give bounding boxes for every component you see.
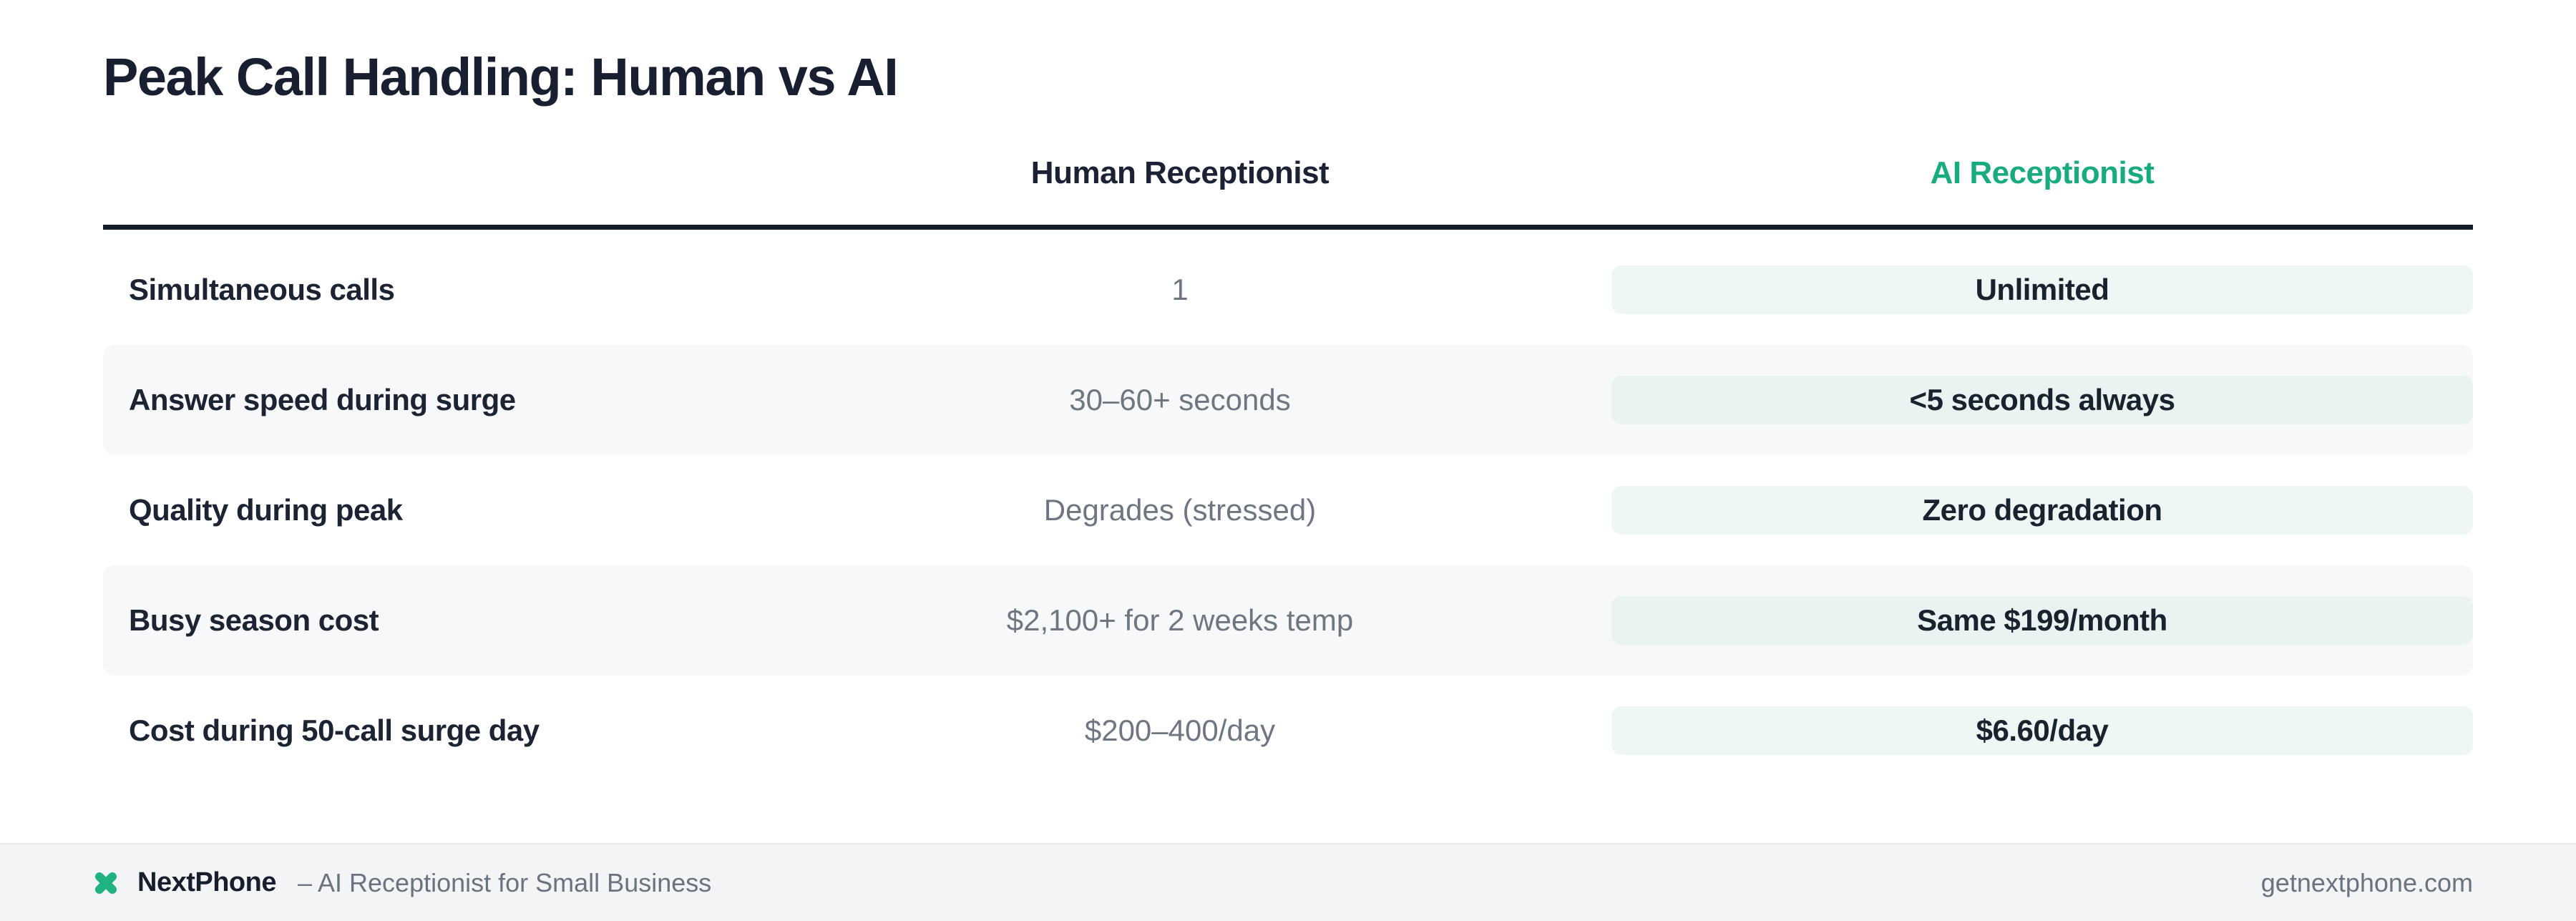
table-row-simultaneous-calls: Simultaneous calls 1 Unlimited bbox=[103, 235, 2473, 345]
table-row-surge-day-cost: Cost during 50-call surge day $200–400/d… bbox=[103, 676, 2473, 786]
ai-value-cell: Same $199/month bbox=[1611, 565, 2473, 676]
ai-value-chip: Zero degradation bbox=[1611, 486, 2473, 535]
human-value: Degrades (stressed) bbox=[1043, 493, 1317, 527]
row-label: Busy season cost bbox=[129, 603, 379, 637]
table-column-headers: Human Receptionist AI Receptionist bbox=[103, 156, 2473, 190]
human-value: $200–400/day bbox=[1084, 713, 1276, 747]
brand: NextPhone – AI Receptionist for Small Bu… bbox=[93, 867, 711, 898]
column-header-human: Human Receptionist bbox=[1030, 155, 1330, 190]
row-label: Answer speed during surge bbox=[129, 383, 516, 416]
green-x-icon bbox=[95, 872, 117, 894]
comparison-table: Human Receptionist AI Receptionist Simul… bbox=[103, 156, 2473, 786]
table-row-quality-during-peak: Quality during peak Degrades (stressed) … bbox=[103, 455, 2473, 565]
brand-name: NextPhone bbox=[137, 867, 276, 897]
ai-value-cell: Unlimited bbox=[1611, 235, 2473, 345]
ai-value-cell: <5 seconds always bbox=[1611, 345, 2473, 455]
ai-value-chip: Same $199/month bbox=[1611, 596, 2473, 645]
row-label: Quality during peak bbox=[129, 493, 403, 527]
header-divider-line bbox=[103, 225, 2473, 230]
ai-value-cell: Zero degradation bbox=[1611, 455, 2473, 565]
ai-value-cell: $6.60/day bbox=[1611, 676, 2473, 786]
ai-value-chip: <5 seconds always bbox=[1611, 376, 2473, 424]
ai-value-chip: $6.60/day bbox=[1611, 706, 2473, 755]
page-title: Peak Call Handling: Human vs AI bbox=[103, 47, 899, 107]
human-value: $2,100+ for 2 weeks temp bbox=[1006, 603, 1354, 637]
footer-domain: getnextphone.com bbox=[2260, 867, 2473, 897]
row-label: Cost during 50-call surge day bbox=[129, 713, 540, 747]
table-row-answer-speed: Answer speed during surge 30–60+ seconds… bbox=[103, 345, 2473, 455]
brand-tagline: – AI Receptionist for Small Business bbox=[297, 867, 712, 897]
column-header-ai: AI Receptionist bbox=[1930, 155, 2155, 190]
row-label: Simultaneous calls bbox=[129, 273, 395, 306]
human-value: 30–60+ seconds bbox=[1069, 383, 1291, 416]
human-value: 1 bbox=[1171, 273, 1189, 306]
footer-bar: NextPhone – AI Receptionist for Small Bu… bbox=[0, 843, 2576, 921]
table-row-busy-season-cost: Busy season cost $2,100+ for 2 weeks tem… bbox=[103, 565, 2473, 676]
ai-value-chip: Unlimited bbox=[1611, 265, 2473, 314]
